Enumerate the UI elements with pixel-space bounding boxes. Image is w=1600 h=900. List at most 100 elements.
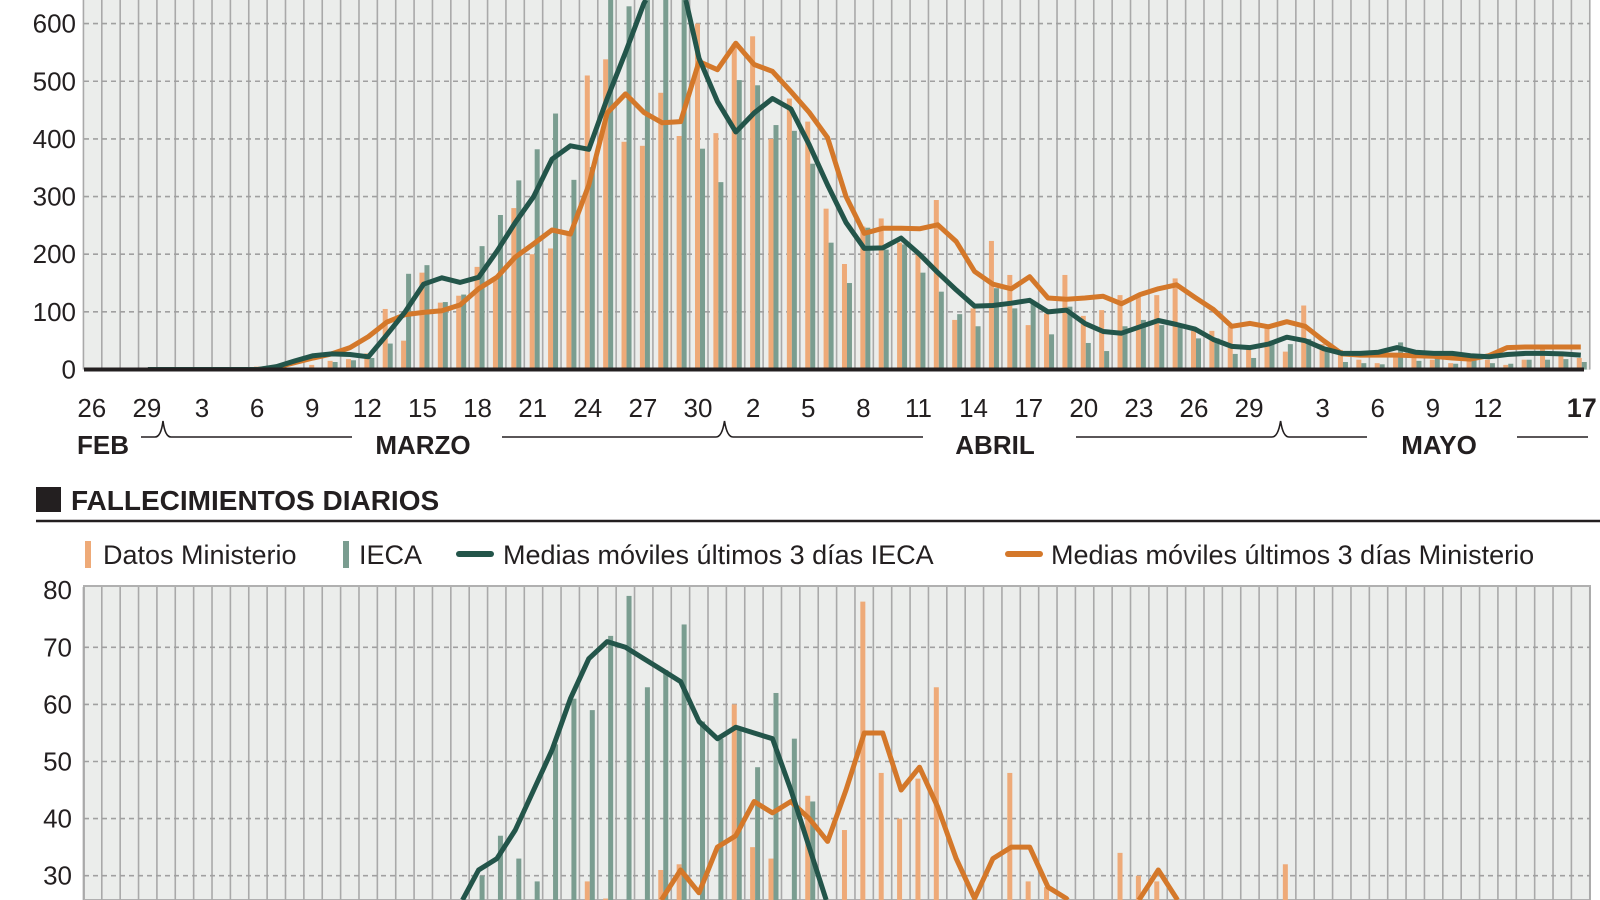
bar-ministerio [529, 254, 535, 370]
bar-ministerio [309, 364, 315, 370]
month-label-feb: FEB [77, 430, 129, 460]
x-tick-label: 27 [628, 393, 657, 423]
line-ministerio_ma [659, 730, 1180, 900]
top-y-axis-labels: 0 100 200 300 400 500 600 [33, 9, 76, 385]
y-tick-label: 50 [43, 747, 72, 777]
bar-ministerio [1374, 363, 1380, 370]
bar-ieca [1471, 359, 1477, 370]
bar-ministerio [878, 772, 884, 900]
bar-ieca [608, 635, 614, 900]
y-tick-label: 40 [43, 804, 72, 834]
bottom-y-axis-labels: 30 40 50 60 70 80 [43, 575, 72, 891]
bar-ieca [1306, 338, 1312, 370]
bar-ieca [553, 744, 559, 900]
bar-ieca [920, 272, 926, 370]
bar-ministerio [1282, 351, 1288, 370]
legend-label: Medias móviles últimos 3 días Ministerio [1051, 540, 1534, 570]
y-tick-label: 70 [43, 632, 72, 662]
bar-ministerio [1007, 772, 1013, 900]
bar-ministerio [345, 359, 351, 370]
x-tick-label: 11 [905, 393, 932, 423]
bar-ieca [1269, 340, 1275, 370]
bar-ministerio [841, 830, 847, 900]
bar-ministerio [1503, 364, 1509, 370]
bar-ministerio [1337, 349, 1343, 370]
bar-ministerio [566, 231, 572, 370]
bar-ieca [791, 738, 797, 900]
bar-ieca [1085, 342, 1091, 370]
bar-ministerio [658, 869, 664, 900]
bar-ministerio [1062, 274, 1068, 370]
bar-ministerio [1044, 313, 1050, 370]
bar-ieca [828, 242, 834, 370]
bar-ieca [644, 0, 650, 370]
legend-swatch-ieca-bar [343, 541, 349, 568]
bar-ieca [957, 314, 963, 370]
bar-ieca [1563, 359, 1569, 370]
bar-ministerio [511, 208, 517, 370]
bar-ieca [718, 738, 724, 900]
bar-ministerio [1558, 355, 1564, 370]
bar-ieca [736, 80, 742, 370]
y-tick-label: 60 [43, 689, 72, 719]
bar-ministerio [768, 138, 774, 370]
x-tick-label: 20 [1069, 393, 1098, 423]
bar-ieca [1251, 357, 1257, 370]
bar-ministerio [768, 858, 774, 900]
bar-ieca [1287, 344, 1293, 370]
bar-ieca [332, 362, 338, 370]
bar-ieca [1508, 363, 1514, 370]
bar-ministerio [401, 340, 407, 370]
month-braces [141, 420, 1588, 438]
title-square-icon [36, 487, 61, 512]
bar-ministerio [603, 59, 609, 370]
bar-ministerio [419, 272, 425, 370]
bar-ministerio [1393, 356, 1399, 370]
bar-ieca [1581, 362, 1587, 370]
bar-ieca [497, 835, 503, 900]
bar-ieca [406, 273, 412, 370]
bar-ministerio [327, 360, 333, 370]
bar-ieca [993, 288, 999, 370]
bar-ieca [387, 343, 393, 370]
bar-ieca [736, 727, 742, 900]
month-label-abril: ABRIL [955, 430, 1035, 460]
bar-ieca [1214, 338, 1220, 370]
bar-ieca [755, 767, 761, 900]
bar-ieca [589, 710, 595, 900]
bar-ministerio [1135, 295, 1141, 370]
bar-ieca [1140, 319, 1146, 370]
bar-ministerio [676, 136, 682, 370]
bar-ministerio [474, 266, 480, 370]
x-tick-label: 9 [305, 393, 319, 423]
bar-ministerio [1521, 359, 1527, 370]
bar-ieca [810, 163, 816, 370]
bar-ieca [479, 246, 485, 370]
bar-ieca [1159, 325, 1165, 370]
bottom-grid [82, 587, 1591, 900]
bar-ieca [424, 265, 430, 370]
x-tick-label: 3 [195, 393, 209, 423]
bar-ministerio [970, 308, 976, 370]
bar-ieca [975, 326, 981, 370]
x-tick-label: 17 [1014, 393, 1043, 423]
bar-ministerio [841, 264, 847, 370]
bar-ministerio [1191, 330, 1196, 370]
legend: Datos Ministerio IECA Medias móviles últ… [85, 540, 1534, 570]
bar-ieca [1196, 338, 1201, 370]
x-tick-label: 26 [77, 393, 106, 423]
bar-ministerio [658, 92, 664, 370]
month-brace [141, 420, 352, 438]
bar-ieca [1379, 364, 1385, 370]
bar-ministerio [823, 208, 829, 370]
bar-ministerio [437, 302, 443, 370]
x-tick-label: 29 [132, 393, 161, 423]
bar-ieca [1434, 352, 1440, 370]
bar-ieca [534, 149, 540, 370]
bar-ieca [865, 227, 871, 370]
bar-ministerio [456, 295, 462, 370]
bar-ieca [663, 670, 669, 900]
bar-ieca [718, 182, 724, 370]
bar-ministerio [1007, 274, 1013, 370]
